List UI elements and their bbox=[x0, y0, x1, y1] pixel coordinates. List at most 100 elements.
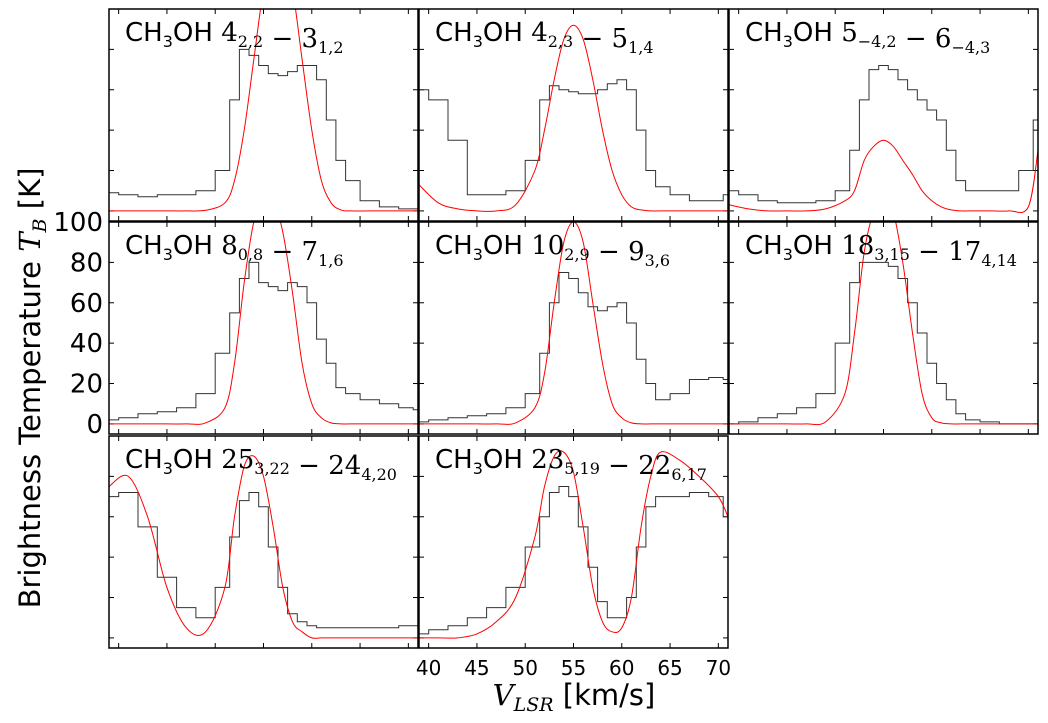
panel-label-level: 24 bbox=[328, 451, 361, 481]
panel-frame bbox=[108, 8, 419, 222]
model-spectrum bbox=[419, 24, 728, 212]
panel-label-level-subscript: 4,20 bbox=[361, 465, 397, 484]
x-tick-label: 40 bbox=[416, 656, 441, 680]
panel-label-level: 23 bbox=[531, 445, 564, 475]
model-spectrum bbox=[109, 222, 418, 425]
y-tick-label: 100 bbox=[53, 208, 103, 238]
panel-label-level: 17 bbox=[948, 237, 981, 267]
observed-spectrum bbox=[729, 65, 1038, 204]
panel-label-molecule-tail: OH bbox=[483, 231, 531, 261]
panel-label-molecule-tail: OH bbox=[793, 18, 841, 48]
panel-label-molecule: CH bbox=[435, 231, 473, 261]
panel-label-level: 6 bbox=[935, 24, 952, 54]
panel-label-level-subscript: 5,19 bbox=[564, 459, 600, 478]
panel-label-molecule-tail: OH bbox=[173, 445, 221, 475]
panel-label-molecule: CH bbox=[435, 445, 473, 475]
panel-label-level: 10 bbox=[531, 231, 564, 261]
panel-label-level: 4 bbox=[221, 18, 238, 48]
panel-label-minus: − bbox=[897, 24, 935, 54]
panel-label-level-subscript: −4,3 bbox=[951, 38, 990, 57]
x-tick-label: 65 bbox=[657, 656, 682, 680]
panel-label-molecule: CH bbox=[125, 18, 163, 48]
y-axis-label-symbol: T bbox=[13, 230, 47, 252]
panel-label-minus: − bbox=[590, 237, 628, 267]
panel-label: CH3OH 42,2 − 31,2 bbox=[125, 18, 344, 57]
panel-8: CH3OH 235,19 − 226,17 40 45 50 55 60 65 70 bbox=[416, 435, 731, 680]
panel-label-minus: − bbox=[573, 24, 611, 54]
panel-label-minus: − bbox=[290, 451, 328, 481]
y-axis-label-prefix: Brightness Temperature bbox=[13, 252, 47, 609]
panel-label-molecule: CH bbox=[745, 18, 783, 48]
panel-1: CH3OH 42,2 − 31,2 bbox=[108, 8, 419, 222]
panel-label-level: 18 bbox=[841, 231, 874, 261]
observed-spectrum bbox=[109, 261, 418, 421]
y-axis-label-subscript: B bbox=[29, 218, 51, 233]
y-axis-label: Brightness Temperature TB [K] bbox=[13, 168, 51, 609]
panel-frame bbox=[418, 435, 729, 649]
panel-label-minus: − bbox=[263, 24, 301, 54]
y-tick-label: 40 bbox=[70, 329, 103, 359]
panel-ticks bbox=[109, 435, 418, 648]
x-tick-label: 60 bbox=[609, 656, 634, 680]
model-spectrum bbox=[109, 9, 418, 212]
panel-ticks bbox=[419, 435, 728, 648]
x-tick-label: 55 bbox=[561, 656, 586, 680]
panel-frame bbox=[418, 8, 729, 222]
panel-4: CH3OH 80,8 − 71,6 0 20 40 60 80 100 bbox=[53, 208, 419, 440]
panel-label-level-subscript: 1,2 bbox=[318, 38, 343, 57]
panel-ticks bbox=[729, 8, 1038, 221]
panel-label-molecule-subscript: 3 bbox=[473, 32, 483, 51]
panel-label-level-subscript: 6,17 bbox=[671, 465, 707, 484]
model-spectrum bbox=[419, 450, 728, 639]
x-axis-label-subscript: LSR bbox=[513, 694, 554, 716]
panel-label: CH3OH 80,8 − 71,6 bbox=[125, 231, 344, 270]
panel-label-molecule-tail: OH bbox=[483, 445, 531, 475]
panel-label-molecule-subscript: 3 bbox=[163, 32, 173, 51]
panel-6: CH3OH 183,15 − 174,14 bbox=[728, 221, 1039, 435]
panel-label-level: 25 bbox=[221, 445, 254, 475]
panel-label-molecule-subscript: 3 bbox=[163, 245, 173, 264]
y-tick-label: 0 bbox=[86, 410, 103, 440]
panel-label: CH3OH 42,3 − 51,4 bbox=[435, 18, 654, 57]
panel-label-molecule-subscript: 3 bbox=[473, 245, 483, 264]
observed-spectrum bbox=[419, 79, 728, 202]
panel-label-molecule: CH bbox=[125, 445, 163, 475]
model-spectrum bbox=[109, 455, 418, 639]
x-tick-label: 50 bbox=[512, 656, 537, 680]
panel-label: CH3OH 5−4,2 − 6−4,3 bbox=[745, 18, 990, 57]
model-spectrum bbox=[729, 222, 1038, 426]
panel-ticks bbox=[419, 221, 728, 434]
panel-label-molecule-tail: OH bbox=[173, 231, 221, 261]
panel-label-level-subscript: 4,14 bbox=[981, 251, 1017, 270]
model-spectrum bbox=[729, 139, 1038, 213]
panel-label-level-subscript: 3,15 bbox=[874, 245, 910, 264]
panel-frame bbox=[728, 8, 1039, 222]
model-spectrum bbox=[419, 222, 728, 425]
panel-label-level: 5 bbox=[612, 24, 629, 54]
panel-label-level: 5 bbox=[841, 18, 858, 48]
panel-label-molecule: CH bbox=[125, 231, 163, 261]
y-tick-label: 80 bbox=[70, 248, 103, 278]
panel-7: CH3OH 253,22 − 244,20 bbox=[108, 435, 419, 649]
observed-spectrum bbox=[419, 272, 728, 423]
panel-label-molecule-subscript: 3 bbox=[163, 459, 173, 478]
y-axis-label-unit: [K] bbox=[13, 168, 47, 219]
panel-2: CH3OH 42,3 − 51,4 bbox=[418, 8, 729, 222]
panel-label-level-subscript: 3,6 bbox=[645, 251, 670, 270]
panel-label: CH3OH 235,19 − 226,17 bbox=[435, 445, 707, 484]
panel-frame bbox=[418, 221, 729, 435]
panels: CH3OH 42,2 − 31,2 CH3OH 42,3 − 51,4 CH3OH … bbox=[53, 8, 1039, 680]
panel-label-level-subscript: 1,4 bbox=[628, 38, 653, 57]
panel-5: CH3OH 102,9 − 93,6 bbox=[418, 221, 729, 435]
panel-label: CH3OH 253,22 − 244,20 bbox=[125, 445, 397, 484]
panel-label-molecule-tail: OH bbox=[173, 18, 221, 48]
panel-ticks bbox=[419, 8, 728, 221]
x-tick-label: 70 bbox=[706, 656, 731, 680]
panel-label-minus: − bbox=[910, 237, 948, 267]
panel-label-level-subscript: 0,8 bbox=[238, 245, 263, 264]
panel-label-level: 9 bbox=[628, 237, 645, 267]
panel-label-molecule-subscript: 3 bbox=[783, 245, 793, 264]
panel-frame bbox=[728, 221, 1039, 435]
panel-ticks bbox=[729, 221, 1038, 434]
y-tick-label: 60 bbox=[70, 289, 103, 319]
